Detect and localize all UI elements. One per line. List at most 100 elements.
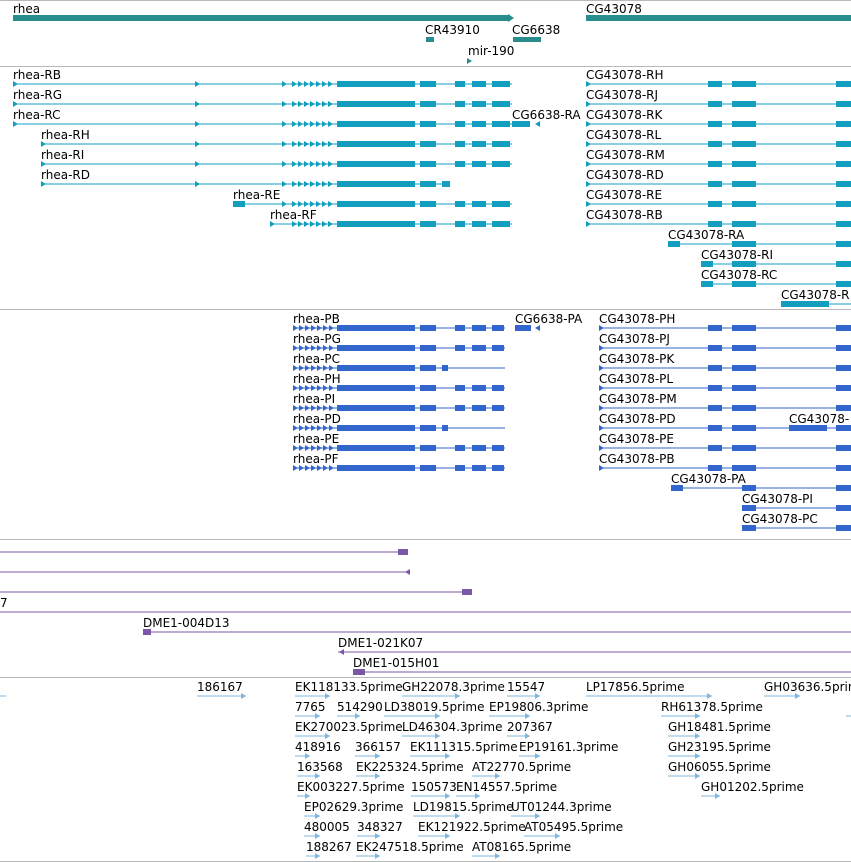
clone-label[interactable]: DME1-021K07: [338, 636, 424, 650]
est-label[interactable]: LD19815.5prime: [413, 800, 514, 814]
transcript-label[interactable]: CG6638-RA: [512, 108, 581, 122]
est-label[interactable]: 15547: [507, 680, 546, 694]
transcript-label[interactable]: CG43078-RE: [586, 188, 663, 202]
protein-label[interactable]: CG43078-PI: [742, 492, 813, 506]
protein-label[interactable]: rhea-PF: [293, 452, 339, 466]
est-label[interactable]: LD38019.5prime: [384, 700, 485, 714]
est-label[interactable]: EK247518.5prime: [356, 840, 464, 854]
exon-block: [337, 385, 415, 391]
est-label[interactable]: 366157: [355, 740, 401, 754]
transcript-label[interactable]: CG43078-RH: [586, 68, 664, 82]
est-label[interactable]: EP19161.3prime: [519, 740, 619, 754]
est-label[interactable]: EK121922.5prime: [418, 820, 526, 834]
clone-label[interactable]: 7: [0, 596, 8, 610]
transcript-label[interactable]: CG43078-RB: [586, 208, 663, 222]
transcript-label[interactable]: rhea-RH: [41, 128, 90, 142]
protein-label[interactable]: CG43078-PJ: [599, 332, 670, 346]
est-label[interactable]: EP19806.3prime: [489, 700, 589, 714]
est-label[interactable]: 7765: [295, 700, 326, 714]
clone-label[interactable]: DME1-004D13: [143, 616, 230, 630]
exon-block: [492, 405, 504, 411]
transcript-label[interactable]: rhea-RF: [270, 208, 317, 222]
gene-label[interactable]: rhea: [13, 2, 41, 16]
est-label[interactable]: EN14557.5prime: [456, 780, 558, 794]
protein-label[interactable]: CG43078-PC: [742, 512, 818, 526]
protein-label[interactable]: rhea-PG: [293, 332, 341, 346]
transcript-label[interactable]: rhea-RB: [13, 68, 61, 82]
protein-label[interactable]: CG43078-PH: [599, 312, 676, 326]
est-label[interactable]: GH06055.5prime: [668, 760, 771, 774]
protein-label[interactable]: CG43078-PB: [599, 452, 675, 466]
est-label[interactable]: EK270023.5prime: [295, 720, 403, 734]
transcript-label[interactable]: CG43078-RI: [701, 248, 774, 262]
gene-label[interactable]: CG6638: [512, 23, 561, 37]
transcript-label[interactable]: rhea-RI: [41, 148, 85, 162]
strand-arrow-icon: [299, 325, 304, 331]
est-label[interactable]: 480005: [304, 820, 350, 834]
est-label[interactable]: LD46304.3prime: [402, 720, 503, 734]
protein-label[interactable]: CG43078-PD: [599, 412, 676, 426]
est-label[interactable]: 163568: [297, 760, 343, 774]
protein-label[interactable]: rhea-PI: [293, 392, 336, 406]
gene-label[interactable]: CG43078: [586, 2, 642, 16]
protein-label[interactable]: CG43078-PM: [599, 392, 677, 406]
protein-label[interactable]: CG43078-: [789, 412, 850, 426]
strand-arrow-icon: [586, 161, 591, 167]
est-label[interactable]: AT05495.5prime: [524, 820, 624, 834]
transcript-label[interactable]: CG43078-RM: [586, 148, 665, 162]
strand-arrow-icon: [310, 181, 315, 187]
est-label[interactable]: GH01202.5prime: [701, 780, 804, 794]
est-label[interactable]: 348327: [357, 820, 403, 834]
est-label[interactable]: GH03636.5prime: [764, 680, 851, 694]
protein-label[interactable]: rhea-PH: [293, 372, 341, 386]
est-label[interactable]: EK118133.5prime: [295, 680, 403, 694]
strand-arrow-icon: [329, 345, 334, 351]
clone-label[interactable]: DME1-015H01: [353, 656, 440, 670]
transcript-label[interactable]: CG43078-RD: [586, 168, 664, 182]
est-label[interactable]: AT08165.5prime: [472, 840, 572, 854]
transcript-label[interactable]: rhea-RC: [13, 108, 61, 122]
est-label[interactable]: 418916: [295, 740, 341, 754]
transcript-label[interactable]: CG43078-RJ: [586, 88, 659, 102]
transcript-label[interactable]: CG43078-R: [781, 288, 850, 302]
transcript-label[interactable]: CG43078-RK: [586, 108, 663, 122]
est-label[interactable]: EP02629.3prime: [304, 800, 404, 814]
transcript-label[interactable]: CG43078-RC: [701, 268, 778, 282]
transcript-label[interactable]: rhea-RD: [41, 168, 90, 182]
est-label[interactable]: UT01244.3prime: [511, 800, 612, 814]
transcript-label[interactable]: rhea-RE: [233, 188, 281, 202]
est-label[interactable]: GH18481.5prime: [668, 720, 771, 734]
est-label[interactable]: 150573: [411, 780, 457, 794]
gene-label[interactable]: CR43910: [425, 23, 480, 37]
protein-label[interactable]: CG6638-PA: [515, 312, 583, 326]
est-label[interactable]: LP17856.5prime: [586, 680, 685, 694]
transcript-label[interactable]: CG43078-RL: [586, 128, 662, 142]
protein-label[interactable]: rhea-PB: [293, 312, 340, 326]
transcript-label[interactable]: CG43078-RA: [668, 228, 745, 242]
strand-arrow-icon: [293, 325, 298, 331]
est-label[interactable]: EK111315.5prime: [410, 740, 518, 754]
protein-label[interactable]: CG43078-PK: [599, 352, 675, 366]
protein-label[interactable]: CG43078-PE: [599, 432, 674, 446]
est-label[interactable]: GH22078.3prime: [402, 680, 505, 694]
est-label[interactable]: RH61378.5prime: [661, 700, 763, 714]
strand-arrow-icon: [695, 713, 700, 719]
strand-arrow-icon: [586, 81, 591, 87]
est-label[interactable]: AT22770.5prime: [472, 760, 572, 774]
est-label[interactable]: 207367: [507, 720, 553, 734]
gene-label[interactable]: mir-190: [468, 44, 515, 58]
protein-label[interactable]: rhea-PC: [293, 352, 341, 366]
transcript-label[interactable]: rhea-RG: [13, 88, 63, 102]
protein-label[interactable]: CG43078-PL: [599, 372, 674, 386]
exon-block: [337, 465, 415, 471]
est-label[interactable]: 188267: [306, 840, 352, 854]
protein-label[interactable]: rhea-PD: [293, 412, 341, 426]
est-label[interactable]: 514290: [337, 700, 383, 714]
est-label[interactable]: GH23195.5prime: [668, 740, 771, 754]
strand-arrow-icon: [282, 181, 287, 187]
est-label[interactable]: EK225324.5prime: [356, 760, 464, 774]
est-label[interactable]: EK003227.5prime: [297, 780, 405, 794]
protein-label[interactable]: CG43078-PA: [671, 472, 746, 486]
est-label[interactable]: 186167: [197, 680, 243, 694]
protein-label[interactable]: rhea-PE: [293, 432, 340, 446]
